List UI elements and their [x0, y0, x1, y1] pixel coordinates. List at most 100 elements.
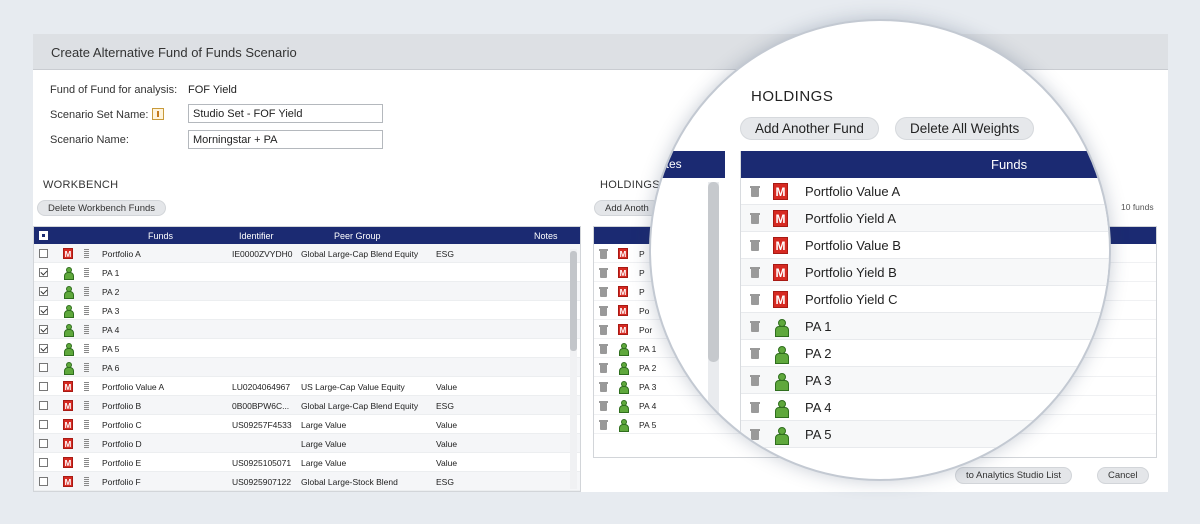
table-row[interactable]: PA 4 — [34, 320, 580, 339]
list-item[interactable]: PA 5 — [741, 421, 1109, 448]
notes-column-header[interactable]: otes — [651, 151, 725, 178]
trash-icon[interactable] — [750, 429, 760, 440]
table-row[interactable]: PA 3 — [34, 301, 580, 320]
trash-icon[interactable] — [599, 306, 608, 316]
drag-handle-icon[interactable] — [84, 268, 89, 277]
trash-icon[interactable] — [599, 287, 608, 297]
table-row[interactable]: PA 5 — [34, 339, 580, 358]
fund-name: PA 2 — [639, 363, 657, 373]
col-notes[interactable]: Notes — [534, 231, 558, 241]
notes-scroll-thumb[interactable] — [708, 182, 719, 362]
list-item[interactable]: M Portfolio Yield B — [741, 259, 1109, 286]
row-checkbox[interactable] — [39, 420, 48, 429]
trash-icon[interactable] — [599, 268, 608, 278]
info-icon[interactable] — [152, 108, 165, 120]
row-checkbox[interactable] — [39, 268, 48, 277]
row-checkbox[interactable] — [39, 382, 48, 391]
trash-icon[interactable] — [750, 294, 760, 305]
row-checkbox[interactable] — [39, 401, 48, 410]
person-icon — [618, 343, 629, 356]
row-checkbox[interactable] — [39, 363, 48, 372]
scenario-set-input[interactable] — [188, 104, 383, 123]
table-row[interactable]: M Portfolio D Large Value Value — [34, 434, 580, 453]
drag-handle-icon[interactable] — [84, 477, 89, 486]
drag-handle-icon[interactable] — [84, 325, 89, 334]
row-checkbox[interactable] — [39, 458, 48, 467]
row-checkbox[interactable] — [39, 325, 48, 334]
table-row[interactable]: M Portfolio B 0B00BPW6C... Global Large-Cap… — [34, 396, 580, 415]
trash-icon[interactable] — [750, 375, 760, 386]
trash-icon[interactable] — [750, 348, 760, 359]
trash-icon[interactable] — [750, 240, 760, 251]
fund-name: Portfolio F — [102, 477, 141, 487]
holdings-table-header: Funds — [741, 151, 1109, 178]
drag-handle-icon[interactable] — [84, 363, 89, 372]
table-row[interactable]: PA 2 — [34, 282, 580, 301]
drag-handle-icon[interactable] — [84, 306, 89, 315]
cancel-button[interactable]: Cancel — [1097, 467, 1149, 484]
list-item[interactable]: M Portfolio Yield A — [741, 205, 1109, 232]
drag-handle-icon[interactable] — [84, 439, 89, 448]
list-item[interactable]: PA 1 — [741, 313, 1109, 340]
delete-all-weights-button[interactable]: Delete All Weights — [895, 117, 1035, 140]
delete-workbench-funds-button[interactable]: Delete Workbench Funds — [37, 200, 167, 216]
row-checkbox[interactable] — [39, 439, 48, 448]
row-checkbox[interactable] — [39, 287, 48, 296]
trash-icon[interactable] — [599, 363, 608, 373]
trash-icon[interactable] — [599, 344, 608, 354]
add-another-fund-button[interactable]: Add Another Fund — [740, 117, 879, 140]
scenario-name-label: Scenario Name: — [50, 134, 129, 146]
scenario-name-input[interactable] — [188, 130, 383, 149]
funds-column-header[interactable]: Funds — [991, 157, 1028, 172]
back-to-list-button[interactable]: to Analytics Studio List — [955, 467, 1073, 484]
style: Value — [436, 420, 458, 430]
table-row[interactable]: M Portfolio A IE0000ZVYDH0 Global Large-Cap… — [34, 244, 580, 263]
trash-icon[interactable] — [599, 249, 608, 259]
trash-icon[interactable] — [750, 402, 760, 413]
select-all-checkbox[interactable] — [39, 231, 48, 240]
fund-name: Portfolio Yield A — [805, 211, 897, 226]
fund-name: Portfolio Value A — [102, 382, 165, 392]
table-row[interactable]: PA 6 — [34, 358, 580, 377]
trash-icon[interactable] — [750, 186, 760, 197]
trash-icon[interactable] — [599, 382, 608, 392]
table-row[interactable]: M Portfolio F US0925907122 Global Large-Sto… — [34, 472, 580, 491]
drag-handle-icon[interactable] — [84, 249, 89, 258]
drag-handle-icon[interactable] — [84, 420, 89, 429]
drag-handle-icon[interactable] — [84, 458, 89, 467]
trash-icon[interactable] — [599, 401, 608, 411]
row-checkbox[interactable] — [39, 306, 48, 315]
list-item[interactable]: PA 4 — [741, 394, 1109, 421]
list-item[interactable]: PA 2 — [741, 340, 1109, 367]
trash-icon[interactable] — [750, 321, 760, 332]
drag-handle-icon[interactable] — [84, 382, 89, 391]
drag-handle-icon[interactable] — [84, 287, 89, 296]
trash-icon[interactable] — [750, 213, 760, 224]
col-identifier[interactable]: Identifier — [239, 231, 274, 241]
col-funds[interactable]: Funds — [148, 231, 174, 241]
trash-icon[interactable] — [599, 420, 608, 430]
table-row[interactable]: PA 1 — [34, 263, 580, 282]
table-row[interactable]: M Portfolio Value A LU0204064967 US Large-C… — [34, 377, 580, 396]
table-row[interactable]: M Portfolio E US0925105071 Large Value Value — [34, 453, 580, 472]
person-icon — [618, 362, 629, 375]
row-checkbox[interactable] — [39, 249, 48, 258]
drag-handle-icon[interactable] — [84, 344, 89, 353]
row-checkbox[interactable] — [39, 344, 48, 353]
table-row[interactable]: M Portfolio C US09257F4533 Large Value Value — [34, 415, 580, 434]
add-another-fund-button-bg[interactable]: Add Anoth — [594, 200, 660, 216]
row-checkbox[interactable] — [39, 477, 48, 486]
list-item[interactable]: M Portfolio Value A — [741, 178, 1109, 205]
morningstar-m-icon: M — [773, 291, 788, 308]
trash-icon[interactable] — [750, 267, 760, 278]
col-peer-group[interactable]: Peer Group — [334, 231, 381, 241]
workbench-scrollbar[interactable] — [570, 249, 577, 489]
person-icon — [63, 305, 74, 318]
list-item[interactable]: M Portfolio Value B — [741, 232, 1109, 259]
list-item[interactable]: PA 3 — [741, 367, 1109, 394]
workbench-scroll-thumb[interactable] — [570, 251, 577, 351]
trash-icon[interactable] — [599, 325, 608, 335]
list-item[interactable]: M Portfolio Yield C — [741, 286, 1109, 313]
fund-name: Po — [639, 306, 650, 316]
drag-handle-icon[interactable] — [84, 401, 89, 410]
